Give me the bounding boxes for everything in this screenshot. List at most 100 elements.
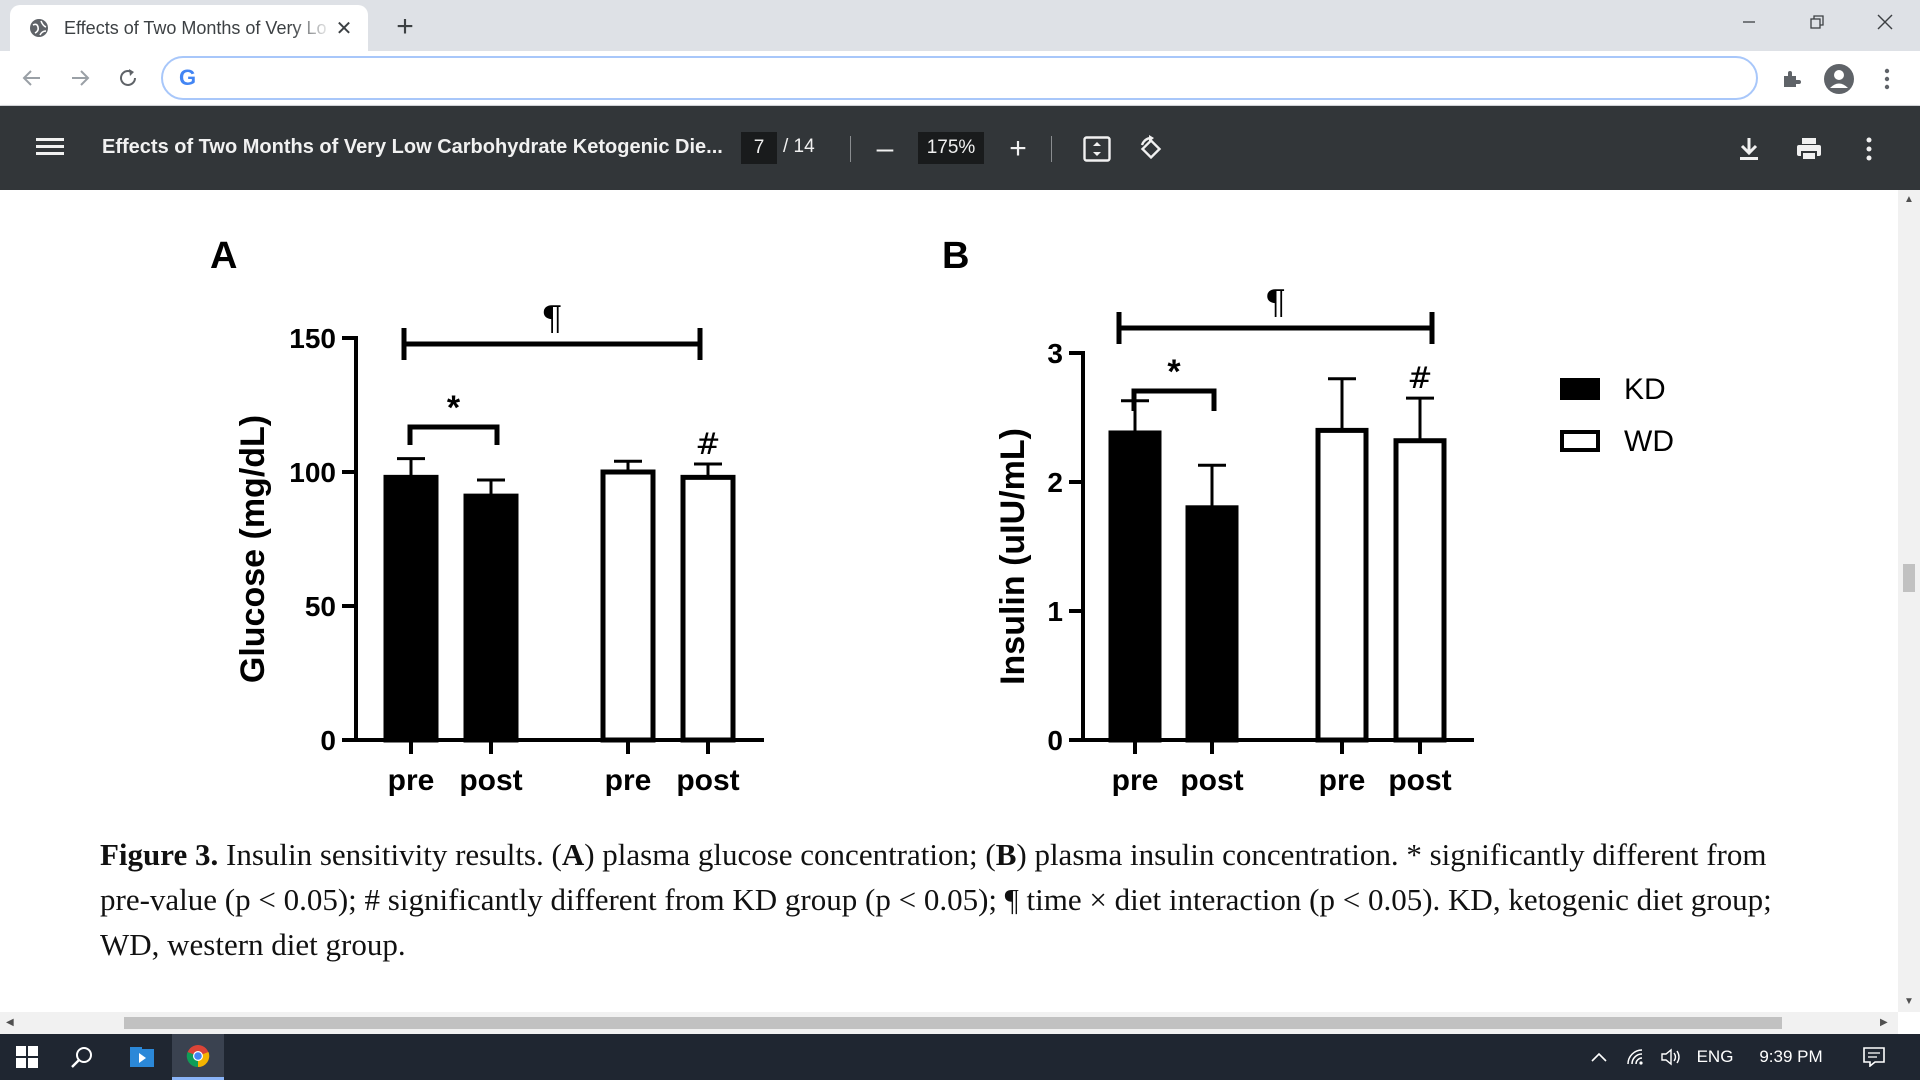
x-tick-label: post [1388,764,1451,797]
tab-title: Effects of Two Months of Very Lo [64,17,327,38]
language-indicator[interactable]: ENG [1696,1047,1734,1066]
chevron-up-icon[interactable] [1584,1034,1614,1080]
significance-bracket [1131,388,1217,411]
y-tick-label: 1 [1047,596,1063,627]
vertical-scrollbar[interactable]: ▲ ▼ [1898,190,1920,1012]
star-annotation: * [447,389,461,427]
y-axis-label: Insulin (uIU/mL) [994,428,1032,685]
hash-annotation: # [695,427,720,462]
legend-label-kd: KD [1624,373,1666,406]
legend-label-wd: WD [1624,425,1674,458]
legend-swatch-wd [1560,430,1600,452]
zoom-level-input[interactable]: 175% [918,132,984,164]
reload-icon[interactable] [110,60,146,96]
y-axis-label: Glucose (mg/dL) [234,415,272,683]
x-tick-label: post [1180,764,1243,797]
zoom-out-button[interactable]: – [876,132,894,165]
close-tab-icon[interactable]: ✕ [335,17,353,40]
bar-kd-pre [383,474,439,743]
pilcrow-annotation: ¶ [1265,283,1287,323]
browser-menu-icon[interactable] [1868,60,1906,98]
wifi-icon[interactable] [1622,1034,1652,1080]
caption-panel-a: A [561,837,585,872]
horizontal-scroll-thumb[interactable] [124,1017,1782,1029]
interaction-bracket [1116,312,1435,344]
caption-panel-b: B [995,837,1017,872]
browser-toolbar: G [0,51,1920,106]
bar-wd-post [680,474,736,743]
caption-text-3: ) plasma insulin concentration. * signif… [100,837,1772,962]
panel-label-a: A [210,235,237,277]
scroll-left-icon[interactable]: ◀ [6,1017,14,1028]
y-tick-label: 50 [305,591,336,622]
more-options-icon[interactable] [1852,132,1886,166]
restore-icon[interactable] [1782,0,1852,44]
scroll-right-icon[interactable]: ▶ [1880,1017,1888,1028]
x-tick-label: post [676,764,739,797]
page-total: / 14 [783,136,815,157]
bar-wd-post [1393,438,1447,743]
browser-tab[interactable]: Effects of Two Months of Very Lo ✕ [10,5,368,51]
x-tick-label: pre [605,764,652,797]
bar-kd-pre [1108,430,1162,743]
y-tick-label: 0 [1047,725,1063,756]
figure-caption: Figure 3. Insulin sensitivity results. (… [100,832,1790,967]
y-tick-label: 0 [320,725,336,756]
bar-kd-post [1185,505,1239,743]
divider [850,136,851,162]
y-tick-label: 3 [1047,338,1063,369]
rotate-icon[interactable] [1134,132,1168,166]
caption-text-1: Insulin sensitivity results. ( [218,837,562,872]
caption-label: Figure 3. [100,837,219,872]
new-tab-button[interactable]: + [396,10,414,43]
tab-strip: Effects of Two Months of Very Lo ✕ + [0,0,1920,51]
x-tick-label: post [459,764,522,797]
video-app-icon[interactable] [118,1034,166,1080]
zoom-in-button[interactable]: + [1009,132,1027,165]
pdf-sidebar-menu-icon[interactable] [36,134,64,162]
forward-icon[interactable] [62,60,98,96]
y-tick-label: 100 [289,457,336,488]
bar-wd-pre [1315,427,1369,743]
download-icon[interactable] [1732,132,1766,166]
scroll-up-icon[interactable]: ▲ [1904,194,1914,205]
volume-icon[interactable] [1656,1034,1688,1080]
windows-taskbar: ENG 9:39 PM [0,1034,1920,1080]
address-bar[interactable]: G [161,56,1758,100]
vertical-scroll-thumb[interactable] [1903,564,1915,592]
fit-page-icon[interactable] [1080,132,1114,166]
minimize-icon[interactable] [1714,0,1784,44]
clock[interactable]: 9:39 PM [1759,1047,1823,1066]
bar-kd-post [463,493,519,743]
y-tick-label: 2 [1047,467,1063,498]
caption-text-2: ) plasma glucose concentration; ( [584,837,996,872]
pdf-page: A 0 50 100 150 Glucose (mg/dL) pre post pre post *… [0,190,1898,1012]
chrome-taskbar-icon[interactable] [172,1034,224,1080]
significance-bracket [407,424,500,445]
notification-icon[interactable] [1852,1034,1896,1080]
interaction-bracket [401,328,703,360]
x-tick-label: pre [1112,764,1159,797]
profile-icon[interactable] [1820,60,1858,98]
page-number-input[interactable]: 7 [741,132,777,164]
extensions-icon[interactable] [1772,60,1810,98]
google-icon: G [179,65,197,90]
bar-wd-pre [600,469,656,743]
pdf-toolbar: Effects of Two Months of Very Low Carboh… [0,106,1920,190]
x-tick-label: pre [388,764,435,797]
search-icon[interactable] [58,1034,106,1080]
back-icon[interactable] [14,60,50,96]
y-tick-label: 150 [289,323,336,354]
hash-annotation: # [1407,361,1432,396]
start-icon[interactable] [0,1034,54,1080]
horizontal-scrollbar[interactable]: ◀ ▶ [0,1012,1898,1034]
print-icon[interactable] [1792,132,1826,166]
close-window-icon[interactable] [1850,0,1920,44]
scroll-down-icon[interactable]: ▼ [1904,996,1914,1007]
globe-icon [28,17,50,39]
pilcrow-annotation: ¶ [541,299,563,339]
pdf-title: Effects of Two Months of Very Low Carboh… [102,136,723,158]
legend-swatch-kd [1560,378,1600,400]
star-annotation: * [1167,353,1181,391]
